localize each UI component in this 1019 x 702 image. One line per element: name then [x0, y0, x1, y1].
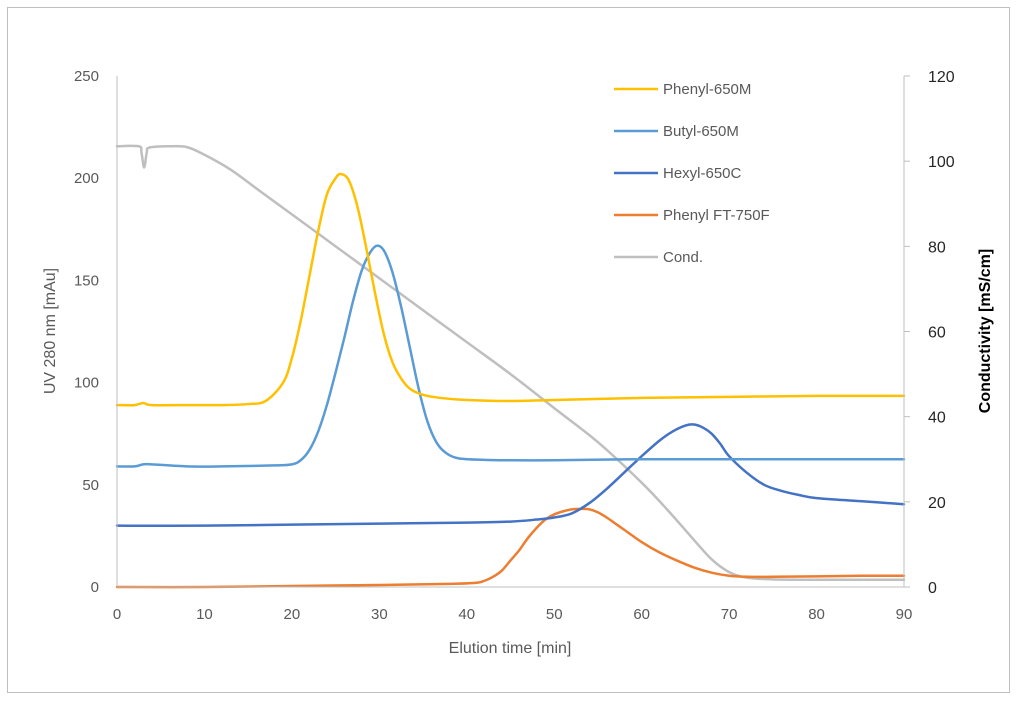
x-tick-label: 40 [458, 606, 475, 623]
y2-tick-label: 40 [928, 410, 946, 427]
y2-tick-label: 20 [928, 495, 946, 512]
y2-tick-label: 120 [928, 69, 955, 86]
legend-label-phenyl-650m: Phenyl-650M [663, 81, 751, 98]
plot-area [115, 144, 906, 589]
y2-tick-label: 60 [928, 325, 946, 342]
tick-labels: 0 10 20 30 40 50 60 70 80 90 0 50 100 150 200 250 0 20 40 6… [74, 68, 955, 623]
series-line-phenyl-650m [115, 172, 906, 407]
y2-tick-label: 0 [928, 580, 937, 597]
legend-label-hexyl-650c: Hexyl-650C [663, 165, 742, 182]
x-tick-label: 0 [113, 606, 121, 623]
y-tick-label: 250 [74, 68, 99, 85]
x-tick-label: 50 [546, 606, 563, 623]
series-line-butyl-650m [115, 244, 906, 468]
y2-axis-title: Conductivity [mS/cm] [977, 249, 994, 413]
legend: Phenyl-650M Butyl-650M Hexyl-650C Phenyl FT… [614, 81, 770, 266]
x-tick-label: 70 [721, 606, 738, 623]
x-tick-label: 80 [808, 606, 825, 623]
y-tick-label: 50 [82, 477, 99, 494]
legend-label-phenyl-ft-750f: Phenyl FT-750F [663, 207, 770, 224]
y-tick-label: 0 [91, 579, 99, 596]
y-tick-label: 200 [74, 170, 99, 187]
axes [116, 76, 905, 588]
y-tick-label: 100 [74, 375, 99, 392]
series-line-phenyl-ft-750f [115, 507, 906, 589]
y-tick-label: 150 [74, 272, 99, 289]
x-tick-label: 90 [896, 606, 913, 623]
x-tick-label: 10 [196, 606, 213, 623]
series-line-hexyl-650c [115, 423, 906, 528]
x-tick-label: 20 [284, 606, 301, 623]
y2-tick-label: 80 [928, 239, 946, 256]
x-tick-label: 60 [633, 606, 650, 623]
x-tick-label: 30 [371, 606, 388, 623]
y-axis-title: UV 280 nm [mAu] [42, 268, 59, 394]
series-line-cond [115, 144, 906, 582]
legend-label-cond: Cond. [663, 249, 703, 266]
y2-tick-label: 100 [928, 154, 955, 171]
x-axis-title: Elution time [min] [449, 640, 572, 657]
legend-label-butyl-650m: Butyl-650M [663, 123, 739, 140]
